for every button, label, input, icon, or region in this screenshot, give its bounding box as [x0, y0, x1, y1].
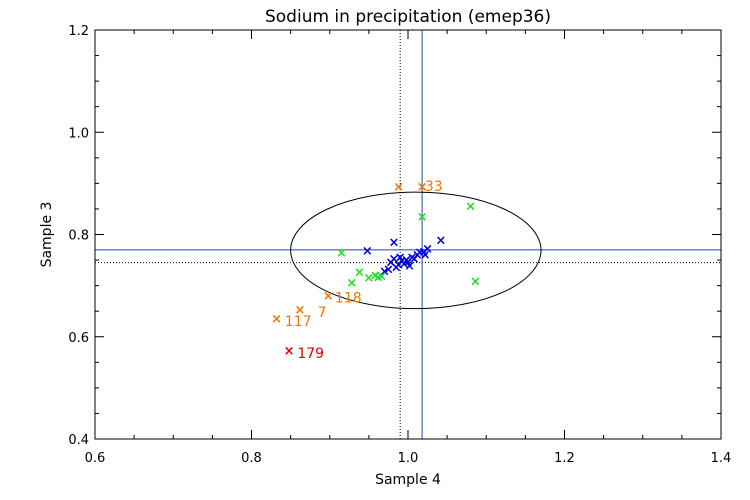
- blue-point: ×: [420, 248, 431, 263]
- y-axis-title: Sample 3: [39, 202, 55, 268]
- y-tick-label: 1.2: [68, 24, 89, 39]
- blue-point: ×: [404, 259, 415, 274]
- x-tick-label: 1.0: [398, 451, 419, 466]
- blue-point: ×: [399, 257, 410, 272]
- x-tick-label: 0.8: [241, 451, 262, 466]
- point-label: 179: [297, 346, 324, 362]
- blue-point: ×: [379, 264, 390, 279]
- y-tick-label: 0.6: [68, 331, 89, 346]
- y-tick-label: 0.4: [68, 433, 89, 448]
- green-point: ×: [370, 268, 381, 283]
- point-label: 118: [335, 290, 362, 306]
- green-point: ×: [465, 199, 476, 214]
- orange-point: ×: [417, 180, 428, 195]
- blue-point: ×: [422, 242, 433, 257]
- y-tick-label: 1.0: [68, 126, 89, 141]
- x-tick-label: 0.6: [85, 451, 106, 466]
- green-point: ×: [417, 210, 428, 225]
- blue-point: ×: [391, 261, 402, 276]
- blue-point: ×: [383, 262, 394, 277]
- red-point: ×: [284, 344, 295, 359]
- orange-point: ×: [295, 303, 306, 318]
- green-point: ×: [373, 270, 384, 285]
- axis-ticks: 0.6 0.8 1.0 1.2 1.4 0.4 0.6 0.8 1.0 1.2: [68, 24, 731, 466]
- orange-point: ×: [323, 289, 334, 304]
- blue-point: ×: [403, 256, 414, 271]
- blue-point: ×: [401, 253, 412, 268]
- green-point: ×: [363, 271, 374, 286]
- orange-point: ×: [393, 180, 404, 195]
- blue-point: ×: [388, 252, 399, 267]
- data-points: ×× ×××××××××××××××××× ××××××××××× ×× ×××××: [271, 180, 481, 359]
- confidence-ellipse: [290, 191, 542, 310]
- blue-point: ×: [412, 248, 423, 263]
- point-label: 117: [285, 314, 312, 330]
- point-labels: 33 118 7 117 179: [285, 179, 443, 362]
- blue-point: ×: [414, 245, 425, 260]
- x-axis-title: Sample 4: [375, 472, 441, 488]
- blue-point: ×: [418, 245, 429, 260]
- point-label: 33: [425, 179, 443, 195]
- blue-point: ×: [435, 234, 446, 249]
- blue-point: ×: [395, 251, 406, 266]
- blue-point: ×: [362, 244, 373, 259]
- blue-point: ×: [406, 251, 417, 266]
- plot-frame: [94, 29, 722, 440]
- green-point: ×: [336, 246, 347, 261]
- point-label: 7: [318, 305, 327, 321]
- blue-point: ×: [385, 256, 396, 271]
- green-point: ×: [346, 276, 357, 291]
- orange-point: ×: [271, 312, 282, 327]
- green-point: ×: [376, 269, 387, 284]
- ellipse-layer: [290, 191, 542, 310]
- reference-lines: [95, 30, 721, 439]
- blue-point: ×: [409, 252, 420, 267]
- chart-title: Sodium in precipitation (emep36): [265, 7, 551, 27]
- y-tick-label: 0.8: [68, 229, 89, 244]
- green-point: ×: [470, 275, 481, 290]
- x-tick-label: 1.2: [554, 451, 575, 466]
- green-point: ×: [354, 265, 365, 280]
- blue-point: ×: [396, 254, 407, 269]
- x-tick-label: 1.4: [711, 451, 732, 466]
- blue-point: ×: [393, 258, 404, 273]
- blue-point: ×: [388, 236, 399, 251]
